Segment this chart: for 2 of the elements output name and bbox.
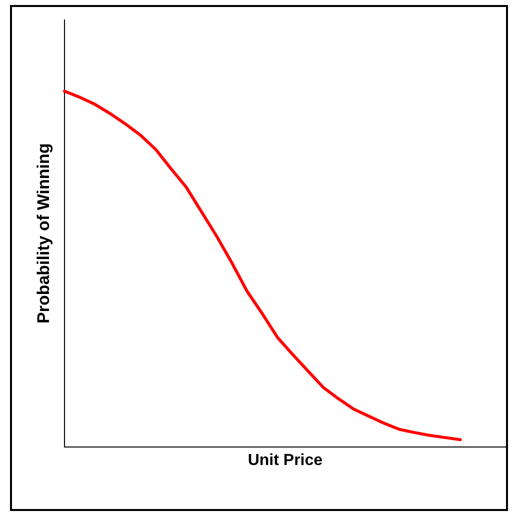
x-axis-title: Unit Price <box>248 452 323 469</box>
y-axis-title: Probability of Winning <box>34 143 53 324</box>
